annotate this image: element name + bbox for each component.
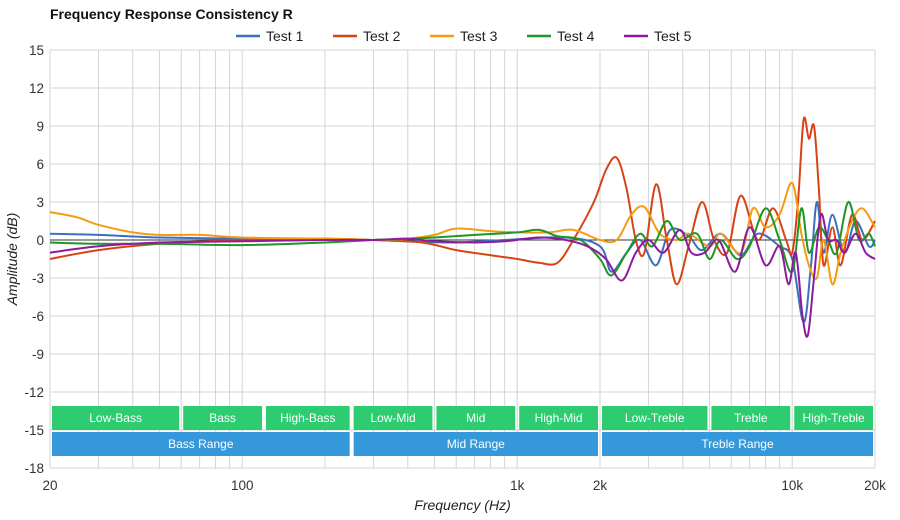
y-tick-label: -9	[32, 347, 44, 362]
y-tick-label: 3	[36, 195, 44, 210]
band-bottom-label: Mid Range	[447, 437, 505, 451]
series-lines	[49, 116, 876, 338]
legend-label-2: Test 2	[363, 28, 401, 44]
band-top-rect	[52, 406, 180, 430]
x-tick-label: 10k	[781, 478, 803, 493]
y-tick-label: -18	[24, 461, 44, 476]
y-tick-label: 9	[36, 119, 44, 134]
band-top-label: Bass	[209, 411, 236, 425]
y-tick-label: -15	[24, 423, 44, 438]
y-axis-label: Amplitude (dB)	[4, 213, 20, 307]
y-tick-label: -3	[32, 271, 44, 286]
chart-title: Frequency Response Consistency R	[50, 6, 293, 22]
series-line-5	[49, 212, 876, 338]
band-top-rect	[711, 406, 791, 430]
band-top-rect	[436, 406, 516, 430]
band-top-label: High-Treble	[802, 411, 865, 425]
y-tick-label: 15	[29, 43, 44, 58]
band-top-label: Mid	[466, 411, 485, 425]
band-top-label: High-Bass	[280, 411, 335, 425]
band-bottom-rect	[353, 432, 598, 456]
y-tick-label: -6	[32, 309, 44, 324]
band-top-label: Low-Mid	[370, 411, 415, 425]
band-bottom-label: Treble Range	[701, 437, 774, 451]
grid	[49, 49, 876, 469]
y-tick-label: 6	[36, 157, 44, 172]
x-tick-label: 100	[231, 478, 254, 493]
band-top-label: Low-Bass	[89, 411, 142, 425]
x-tick-label: 2k	[593, 478, 608, 493]
band-top-label: Low-Treble	[625, 411, 685, 425]
axes: 15 12 9 6 3 0 -3 -6 -9 -12 -15 -18 20 100 1k 2k 10k 20k	[24, 43, 886, 493]
band-bottom-rect	[52, 432, 350, 456]
y-tick-label: 12	[29, 81, 44, 96]
band-top-rect	[353, 406, 433, 430]
band-top-rect	[794, 406, 873, 430]
band-top-rect	[265, 406, 350, 430]
x-tick-label: 1k	[510, 478, 525, 493]
band-bottom-label: Bass Range	[168, 437, 234, 451]
band-bottom-rect	[602, 432, 873, 456]
legend-label-4: Test 4	[557, 28, 595, 44]
x-tick-label: 20	[42, 478, 57, 493]
legend: Test 1 Test 2 Test 3 Test 4 Test 5	[236, 28, 692, 44]
band-top-rect	[602, 406, 708, 430]
x-tick-label: 20k	[864, 478, 886, 493]
series-line-3	[49, 181, 876, 286]
band-top-label: Treble	[734, 411, 768, 425]
y-tick-label: 0	[36, 233, 44, 248]
x-axis-label: Frequency (Hz)	[414, 497, 510, 513]
y-tick-label: -12	[24, 385, 44, 400]
band-top-rect	[183, 406, 262, 430]
band-top-label: High-Mid	[535, 411, 583, 425]
legend-label-1: Test 1	[266, 28, 304, 44]
legend-label-5: Test 5	[654, 28, 692, 44]
series-line-2	[49, 116, 876, 286]
band-top-rect	[519, 406, 598, 430]
legend-label-3: Test 3	[460, 28, 498, 44]
frequency-bands: Low-Bass Bass High-Bass Low-Mid Mid High-Mid L…	[52, 406, 873, 456]
